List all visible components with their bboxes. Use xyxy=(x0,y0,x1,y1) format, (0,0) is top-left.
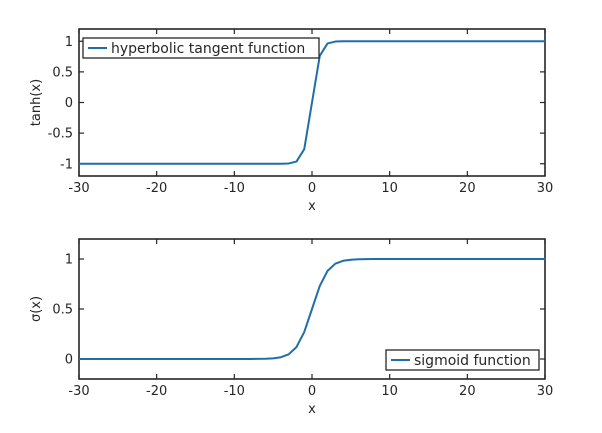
x-tick-label: -30 xyxy=(68,384,89,399)
x-tick-label: -30 xyxy=(68,181,89,196)
y-axis-label: σ(x) xyxy=(29,296,44,322)
series-line xyxy=(79,258,545,360)
x-tick-label: 10 xyxy=(381,181,398,196)
x-tick-label: 20 xyxy=(459,384,476,399)
legend-box xyxy=(385,349,540,371)
y-tick-label: 0 xyxy=(65,353,73,368)
y-tick-label: 1 xyxy=(65,253,73,268)
x-tick-label: -20 xyxy=(146,181,167,196)
y-axis-label: tanh(x) xyxy=(29,79,44,126)
y-tick-label: 0 xyxy=(65,96,73,111)
legend: sigmoid function xyxy=(385,349,540,371)
legend: hyperbolic tangent function xyxy=(82,37,320,59)
y-tick-label: 0.5 xyxy=(52,303,73,318)
x-tick-label: 0 xyxy=(308,181,316,196)
x-tick-label: -10 xyxy=(224,181,245,196)
x-tick-label: 20 xyxy=(459,181,476,196)
x-tick-label: 30 xyxy=(537,384,554,399)
x-tick-label: -20 xyxy=(146,384,167,399)
chart-1: -30 -20 -10 0 10 20 30 -1 -0.5 0 0.5 1 x tanh(x) hyper… xyxy=(29,28,554,214)
y-tick-label: -0.5 xyxy=(48,127,73,142)
x-axis-label: x xyxy=(308,402,316,417)
x-tick-label: 10 xyxy=(381,384,398,399)
legend-box xyxy=(82,37,320,59)
y-tick-label: -1 xyxy=(60,157,73,172)
x-axis-label: x xyxy=(308,199,316,214)
x-tick-label: 30 xyxy=(537,181,554,196)
x-tick-label: 0 xyxy=(308,384,316,399)
y-tick-label: 1 xyxy=(65,35,73,50)
legend-label: sigmoid function xyxy=(414,353,531,369)
chart-2: -30 -20 -10 0 10 20 30 0 0.5 1 x σ(x) sigmoid functi… xyxy=(29,238,554,417)
y-tick-label: 0.5 xyxy=(52,65,73,80)
series-line xyxy=(79,40,545,165)
legend-label: hyperbolic tangent function xyxy=(111,41,305,57)
x-tick-label: -10 xyxy=(224,384,245,399)
